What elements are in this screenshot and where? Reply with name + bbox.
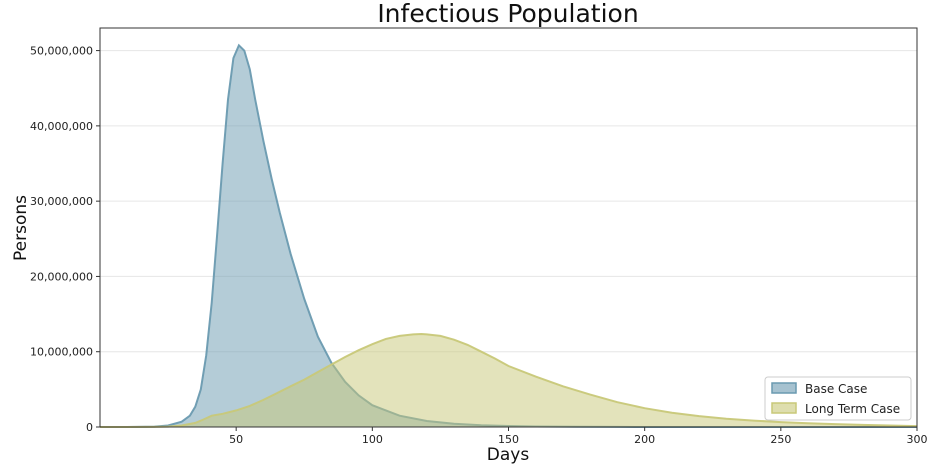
y-tick-label-4: 40,000,000	[30, 120, 93, 133]
y-tick-label-3: 30,000,000	[30, 195, 93, 208]
legend-box	[764, 376, 912, 421]
legend-swatch-long-term-case	[771, 402, 797, 414]
ticks: 0 10,000,000 20,000,000 30,000,000 40,000,00…	[30, 45, 927, 446]
x-tick-label-1: 100	[362, 433, 383, 446]
y-tick-label-2: 20,000,000	[30, 270, 93, 283]
chart-title: Infectious Population	[377, 0, 638, 28]
x-tick-label-4: 250	[770, 433, 791, 446]
legend: Base Case Long Term Case	[764, 376, 912, 421]
area-base-case	[100, 45, 917, 428]
x-tick-label-2: 150	[498, 433, 519, 446]
area-long-term-case	[100, 334, 917, 427]
line-long-term-case	[100, 332, 918, 428]
x-tick-label-3: 200	[634, 433, 655, 446]
x-tick-label-5: 300	[907, 433, 928, 446]
y-tick-label-1: 10,000,000	[30, 346, 93, 359]
x-axis-label: Days	[487, 445, 530, 465]
legend-swatch-base-case	[771, 382, 797, 394]
series-areas	[100, 43, 918, 428]
legend-label-long-term-case: Long Term Case	[805, 402, 900, 416]
x-tick-label-0: 50	[229, 433, 243, 446]
y-tick-label-0: 0	[86, 421, 93, 434]
legend-label-base-case: Base Case	[805, 382, 867, 396]
y-axis-label: Persons	[11, 195, 31, 261]
y-tick-label-5: 50,000,000	[30, 45, 93, 58]
